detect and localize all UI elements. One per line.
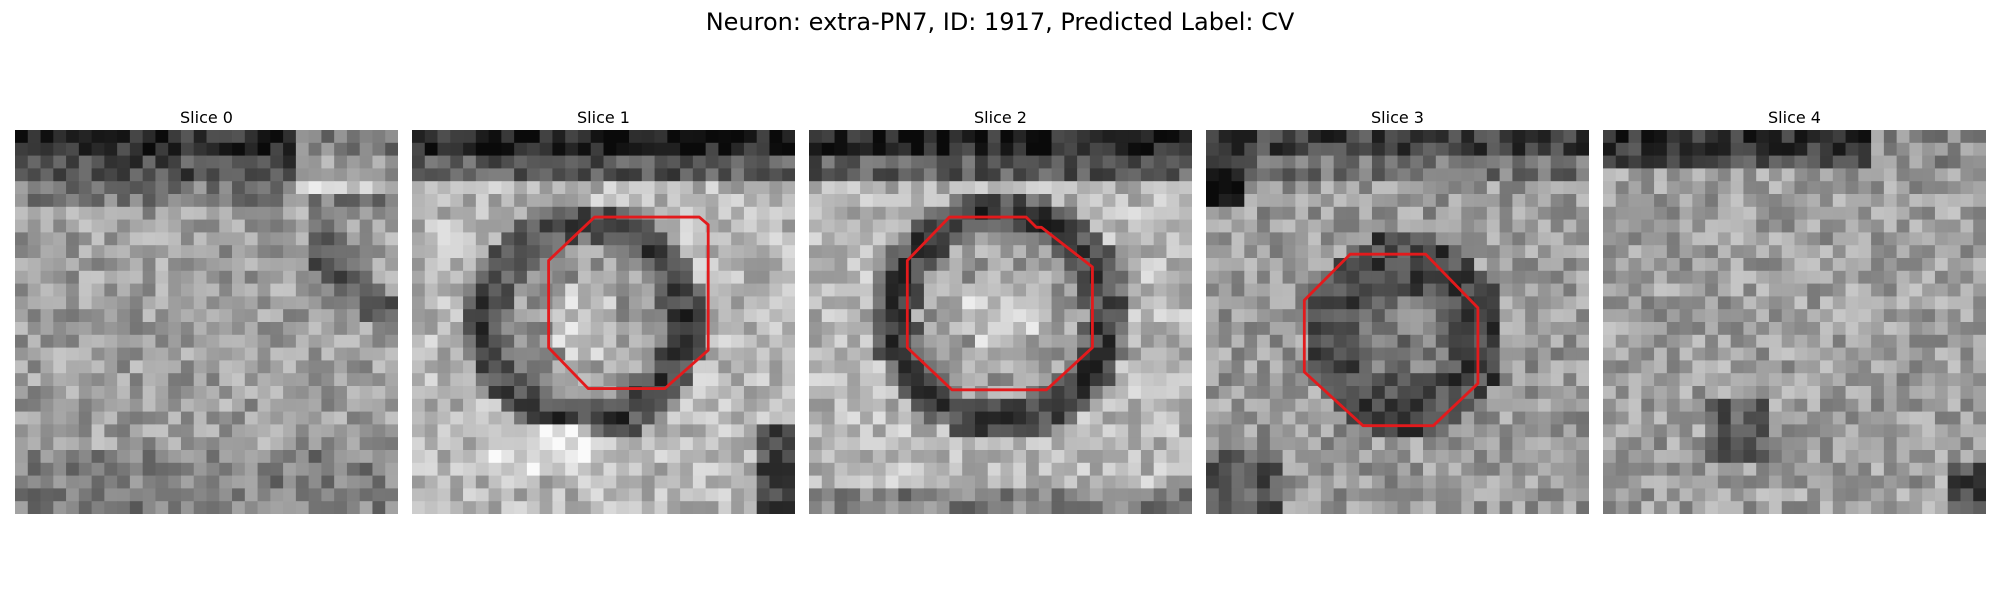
slice-panel-3: Slice 3 xyxy=(1206,108,1589,514)
slice-title-4: Slice 4 xyxy=(1768,108,1821,127)
slice-image-3 xyxy=(1206,130,1589,514)
slice-title-3: Slice 3 xyxy=(1371,108,1424,127)
slice-panel-0: Slice 0 xyxy=(15,108,398,514)
roi-outline-2 xyxy=(905,215,1094,392)
slice-panel-4: Slice 4 xyxy=(1603,108,1986,514)
slice-title-2: Slice 2 xyxy=(974,108,1027,127)
figure-title: Neuron: extra-PN7, ID: 1917, Predicted L… xyxy=(705,8,1295,36)
slice-panel-1: Slice 1 xyxy=(412,108,795,514)
slice-panel-2: Slice 2 xyxy=(809,108,1192,514)
slice-image-4 xyxy=(1603,130,1986,514)
slice-image-0 xyxy=(15,130,398,514)
slice-image-1 xyxy=(412,130,795,514)
slice-title-1: Slice 1 xyxy=(577,108,630,127)
slice-image-2 xyxy=(809,130,1192,514)
roi-outline-3 xyxy=(1302,252,1480,428)
roi-outline-1 xyxy=(547,215,710,390)
slice-title-0: Slice 0 xyxy=(180,108,233,127)
